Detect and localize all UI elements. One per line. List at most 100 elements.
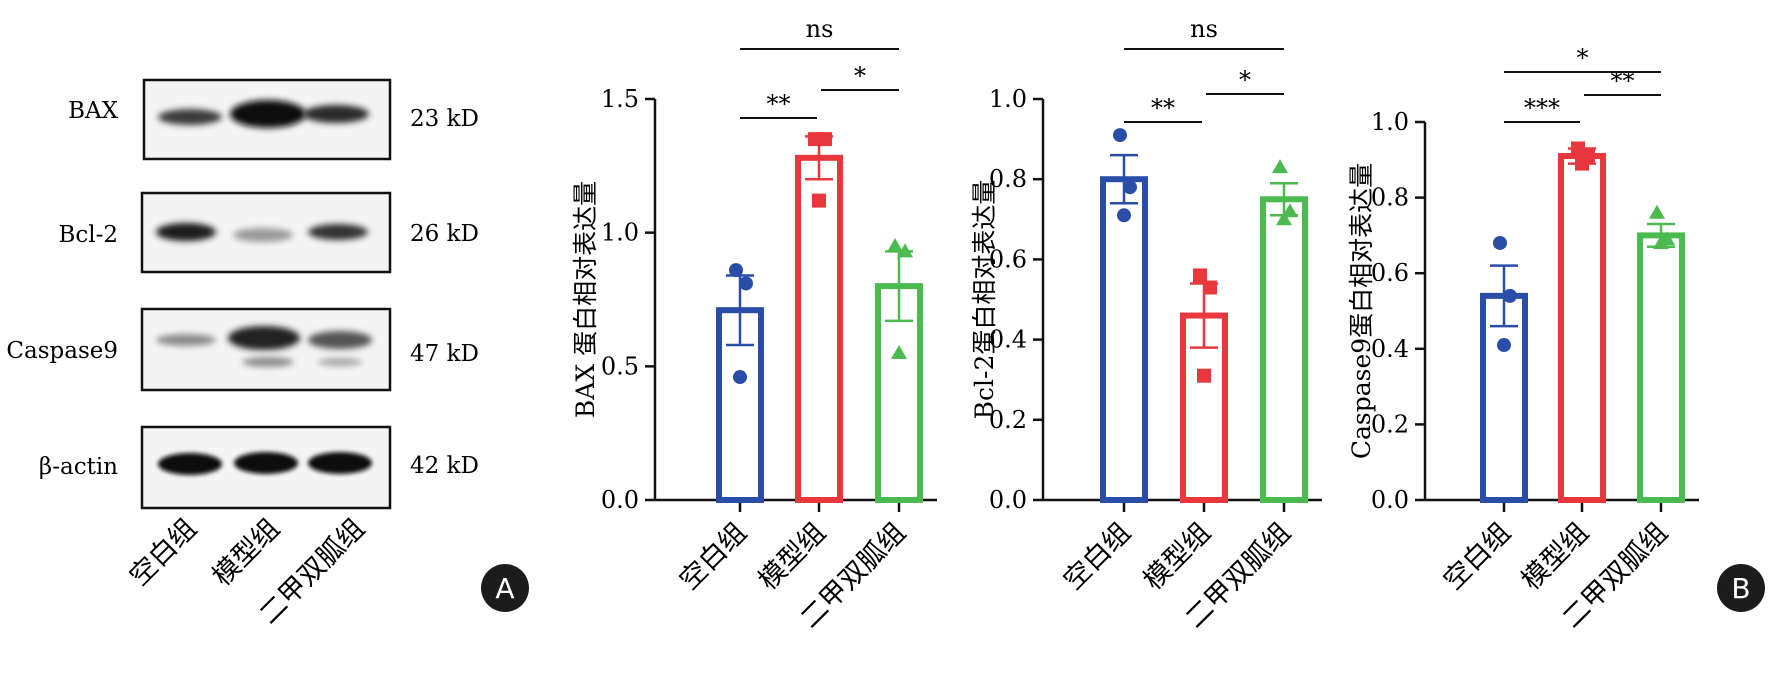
y-tick-label: 1.0 (601, 219, 639, 247)
y-tick-label: 0.6 (1371, 259, 1409, 287)
significance-label: *** (1524, 94, 1560, 122)
y-tick-label: 0.5 (601, 352, 639, 380)
bar-metformin (1637, 232, 1685, 503)
data-point (818, 132, 832, 147)
data-point (1649, 204, 1665, 219)
bar-model (795, 154, 843, 504)
significance-label: ns (1190, 15, 1218, 43)
blot-band (156, 223, 216, 241)
y-tick-label: 0.4 (989, 326, 1027, 354)
x-category-label: 模型组 (1516, 517, 1595, 596)
blot-band (318, 358, 362, 366)
data-point (812, 193, 826, 208)
blot-band (230, 100, 306, 128)
y-axis-label: BAX 蛋白相对表达量 (571, 181, 600, 418)
data-point (1497, 338, 1511, 353)
y-tick-label: 0.0 (989, 486, 1027, 514)
significance-label: * (1239, 66, 1251, 94)
blot-group-label-blank: 空白组 (124, 513, 203, 592)
y-tick-label: 1.0 (989, 85, 1027, 113)
blot-kd-caspase9: 47 kD (410, 341, 479, 367)
blot-band (303, 105, 369, 123)
blot-row-bax: BAX 23 kD (68, 78, 479, 161)
blot-row-caspase9: Caspase9 47 kD (6, 307, 479, 392)
blot-kd-bax: 23 kD (410, 106, 479, 132)
x-category-label: 空白组 (674, 517, 753, 596)
bar-model (1558, 153, 1606, 504)
significance-label: * (1577, 44, 1589, 72)
y-tick-label: 0.2 (989, 406, 1027, 434)
data-point (733, 370, 747, 385)
y-tick-label: 0.4 (1371, 335, 1409, 363)
y-tick-label: 0.0 (1371, 486, 1409, 514)
data-point (891, 344, 907, 359)
blot-label-caspase9: Caspase9 (6, 338, 118, 364)
data-point (1117, 208, 1131, 223)
x-category-label: 空白组 (1058, 517, 1137, 596)
blot-kd-bcl2: 26 kD (410, 221, 479, 247)
data-point (1197, 368, 1211, 383)
significance-label: * (854, 62, 866, 90)
western-blot-panel: BAX 23 kD Bcl-2 26 kD Caspase9 47 kD (6, 78, 529, 630)
blot-band (158, 109, 222, 125)
data-point (729, 263, 743, 278)
data-point (1113, 128, 1127, 143)
blot-kd-beta-actin: 42 kD (410, 453, 479, 479)
blot-row-beta-actin: β-actin 42 kD (39, 425, 479, 510)
blot-band (233, 228, 293, 242)
blot-label-bax: BAX (68, 98, 119, 124)
y-tick-label: 0.2 (1371, 410, 1409, 438)
blot-label-beta-actin: β-actin (39, 454, 118, 480)
bar-chart-3: 0.00.20.40.60.81.0Caspase9蛋白相对表达量空白组模型组二… (1347, 44, 1699, 634)
panel-a-badge-circle (481, 564, 529, 612)
data-point (1282, 203, 1298, 218)
blot-band (242, 357, 294, 367)
data-point (1123, 180, 1137, 195)
significance-label: ns (806, 15, 834, 43)
data-point (1272, 159, 1288, 174)
data-point (1276, 211, 1292, 226)
x-category-label: 模型组 (753, 517, 832, 596)
panel-b-badge: B (1717, 564, 1765, 612)
data-point (1575, 156, 1589, 171)
bar-blank (1100, 176, 1148, 503)
blot-label-bcl2: Bcl-2 (58, 222, 118, 248)
panel-a-badge: A (481, 564, 529, 612)
data-point (1193, 268, 1207, 283)
blot-band (308, 224, 368, 240)
y-tick-label: 1.0 (1371, 108, 1409, 136)
panel-a-badge-label: A (495, 572, 514, 605)
blot-band (228, 326, 300, 350)
significance-label: ** (1151, 94, 1175, 122)
y-tick-label: 0.8 (989, 165, 1027, 193)
data-point (1493, 235, 1507, 250)
y-tick-label: 0.0 (601, 486, 639, 514)
panel-b-badge-circle (1717, 564, 1765, 612)
blot-band (308, 331, 372, 349)
data-point (1503, 288, 1517, 303)
panel-b-badge-label: B (1731, 572, 1750, 605)
data-point (887, 238, 903, 253)
y-tick-label: 1.5 (601, 85, 639, 113)
y-tick-label: 0.6 (989, 245, 1027, 273)
bar-metformin (1260, 196, 1308, 503)
blot-band (156, 334, 216, 346)
y-axis-label: Bcl-2蛋白相对表达量 (970, 180, 999, 420)
data-point (739, 276, 753, 291)
blot-group-label-model: 模型组 (207, 513, 286, 592)
y-axis-label: Caspase9蛋白相对表达量 (1347, 163, 1376, 459)
blot-row-bcl2: Bcl-2 26 kD (58, 191, 479, 274)
x-category-label: 模型组 (1138, 517, 1217, 596)
data-point (1653, 234, 1669, 249)
blot-band (234, 452, 298, 474)
blot-band (158, 453, 222, 475)
blot-band (308, 452, 372, 474)
data-point (1203, 280, 1217, 295)
x-category-label: 空白组 (1438, 517, 1517, 596)
y-tick-label: 0.8 (1371, 184, 1409, 212)
significance-label: ** (767, 90, 791, 118)
